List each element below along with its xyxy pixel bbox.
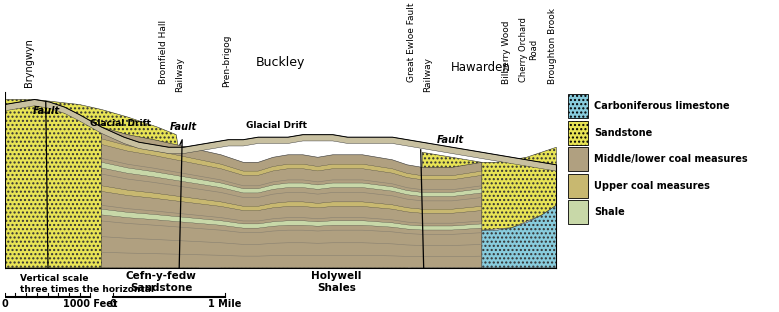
Polygon shape (102, 139, 482, 180)
Text: Bilberry Wood: Bilberry Wood (502, 21, 511, 85)
Text: Shale: Shale (594, 207, 625, 217)
Polygon shape (221, 172, 407, 268)
Bar (568, 121, 588, 145)
Text: 0: 0 (110, 299, 116, 309)
Text: Fault: Fault (33, 106, 60, 116)
Text: 1 Mile: 1 Mile (208, 299, 241, 309)
Text: Holywell
Shales: Holywell Shales (312, 271, 361, 293)
Polygon shape (102, 186, 482, 213)
Text: 1000 Feet: 1000 Feet (63, 299, 118, 309)
Polygon shape (5, 100, 199, 268)
Text: Fault: Fault (171, 122, 197, 132)
Bar (568, 95, 588, 118)
Text: 0: 0 (2, 299, 8, 309)
Bar (568, 174, 588, 197)
Text: Railway: Railway (423, 57, 432, 92)
Polygon shape (422, 147, 556, 230)
Polygon shape (102, 162, 482, 197)
Text: Cefn-y-fedw
Sandstone: Cefn-y-fedw Sandstone (126, 271, 197, 293)
Text: Vertical scale
three times the horizontal: Vertical scale three times the horizonta… (19, 274, 153, 294)
Polygon shape (5, 105, 153, 268)
Text: Railway: Railway (175, 57, 185, 92)
Text: Broughton Brook: Broughton Brook (548, 8, 557, 85)
Polygon shape (102, 127, 482, 268)
Text: Glacial Drift: Glacial Drift (90, 119, 151, 128)
Text: Bromfield Hall: Bromfield Hall (159, 20, 168, 85)
Text: Fault: Fault (437, 135, 464, 145)
Polygon shape (102, 209, 482, 230)
Text: Hawarden: Hawarden (450, 61, 510, 74)
Text: Glacial Drift: Glacial Drift (246, 121, 308, 130)
Polygon shape (5, 100, 556, 171)
Bar (568, 147, 588, 171)
Bar (568, 200, 588, 224)
Text: Great Ewloe Fault: Great Ewloe Fault (407, 2, 415, 82)
Polygon shape (400, 205, 556, 268)
Text: Bryngwyn: Bryngwyn (24, 38, 34, 87)
Text: Middle/lower coal measures: Middle/lower coal measures (594, 154, 748, 164)
Text: Carboniferous limestone: Carboniferous limestone (594, 101, 730, 111)
Text: Sandstone: Sandstone (594, 128, 653, 138)
Text: Upper coal measures: Upper coal measures (594, 181, 710, 191)
Text: Cherry Orchard
Road: Cherry Orchard Road (519, 17, 538, 82)
Text: Buckley: Buckley (256, 56, 305, 69)
Text: Pren-brigog: Pren-brigog (222, 34, 231, 87)
